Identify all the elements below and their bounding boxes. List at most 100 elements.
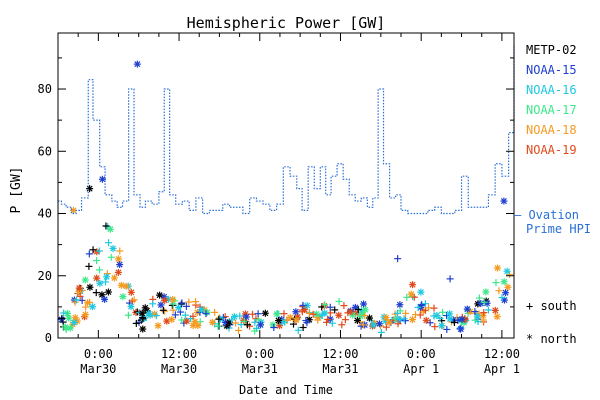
north-point [503, 267, 511, 275]
north-point [133, 60, 141, 68]
north-point [198, 306, 206, 314]
south-point [159, 306, 167, 314]
south-point [290, 320, 298, 328]
south-point [431, 323, 439, 331]
south-point [421, 300, 429, 308]
south-point [498, 294, 506, 302]
north-point [65, 314, 73, 322]
north-point [273, 310, 281, 318]
south-point [340, 302, 348, 310]
north-point [303, 301, 311, 309]
south-point [185, 298, 193, 306]
north-point [500, 197, 508, 205]
north-point [256, 321, 264, 329]
north-point [417, 288, 425, 296]
north-point [154, 322, 162, 330]
north-point [275, 317, 283, 325]
south-point [73, 296, 81, 304]
south-point [105, 239, 113, 247]
north-point [169, 295, 177, 303]
south-point [214, 322, 222, 330]
north-point [382, 314, 390, 322]
north-point [106, 225, 114, 233]
south-point [341, 316, 349, 324]
north-point [360, 300, 368, 308]
south-point [303, 319, 311, 327]
south-point [228, 316, 236, 324]
x-tick-time-label: 12:00 [322, 347, 358, 361]
south-point [76, 292, 84, 300]
north-point [66, 324, 74, 332]
south-point [418, 301, 426, 309]
y-tick-label: 80 [38, 82, 52, 96]
north-point [463, 305, 471, 313]
south-point [178, 299, 186, 307]
south-point [102, 222, 110, 230]
north-point [457, 325, 465, 333]
north-point [477, 299, 485, 307]
north-point [369, 321, 377, 329]
south-point [251, 318, 259, 326]
north-point [385, 319, 393, 327]
north-point [408, 316, 416, 324]
south-point [149, 300, 157, 308]
x-tick-time-label: 0:00 [84, 347, 113, 361]
north-point [357, 312, 365, 320]
south-point [178, 316, 186, 324]
south-point [281, 318, 289, 326]
north-point [261, 309, 269, 317]
south-point [484, 306, 492, 314]
south-point [403, 293, 411, 301]
north-point [103, 273, 111, 281]
north-point [86, 185, 94, 193]
chart-title: Hemispheric Power [GW] [187, 14, 386, 32]
north-point [96, 279, 104, 287]
south-point [309, 310, 317, 318]
north-point [109, 245, 117, 253]
series-layer [58, 60, 514, 336]
north-point [89, 303, 97, 311]
x-axis: 0:00Mar3012:00Mar300:00Mar3112:00Mar310:… [57, 33, 520, 376]
north-point [61, 323, 69, 331]
north-point [500, 278, 508, 286]
north-point [163, 317, 171, 325]
north-point [139, 325, 147, 333]
y-tick-label: 60 [38, 144, 52, 158]
south-point [394, 255, 402, 263]
south-point [480, 309, 488, 317]
x-tick-date-label: Mar31 [322, 362, 358, 376]
north-point [292, 308, 300, 316]
north-point [473, 312, 481, 320]
south-point [318, 311, 326, 319]
plot-frame [57, 32, 515, 339]
north-point [493, 313, 501, 321]
north-point [183, 317, 191, 325]
south-point [116, 247, 124, 255]
south-point [426, 319, 434, 327]
south-point [471, 308, 479, 316]
south-point [305, 309, 313, 317]
x-tick-time-label: 0:00 [245, 347, 274, 361]
south-point [294, 326, 302, 334]
north-point [127, 288, 135, 296]
south-point [58, 314, 66, 322]
x-tick-date-label: Mar30 [80, 362, 116, 376]
north-point [114, 268, 122, 276]
south-point [85, 262, 93, 270]
south-point [299, 324, 307, 332]
north-point [115, 255, 123, 263]
south-point [299, 301, 307, 309]
legend-south-marker: + south [526, 299, 577, 313]
north-point [101, 295, 109, 303]
north-point [395, 315, 403, 323]
ovation-prime-line [58, 45, 515, 215]
north-point [223, 322, 231, 330]
legend-entry: NOAA-15 [526, 63, 577, 77]
south-point [171, 311, 179, 319]
south-point [93, 257, 101, 265]
south-point [338, 321, 346, 329]
north-point [346, 308, 354, 316]
legend-ovation-line2: Prime HPI [526, 222, 591, 236]
x-tick-time-label: 0:00 [407, 347, 436, 361]
x-axis-label: Date and Time [239, 383, 333, 397]
